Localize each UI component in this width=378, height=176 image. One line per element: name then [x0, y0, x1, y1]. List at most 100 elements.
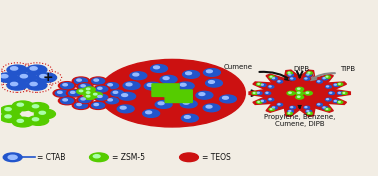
Circle shape [333, 100, 339, 103]
Circle shape [288, 74, 293, 76]
Circle shape [268, 86, 274, 88]
FancyBboxPatch shape [178, 96, 192, 102]
Circle shape [11, 82, 18, 86]
Circle shape [120, 80, 143, 91]
Circle shape [323, 107, 325, 108]
Circle shape [289, 74, 291, 75]
Circle shape [257, 101, 262, 103]
Circle shape [287, 72, 292, 74]
Circle shape [39, 111, 45, 114]
Polygon shape [304, 98, 333, 112]
Polygon shape [266, 74, 296, 89]
Circle shape [26, 65, 47, 74]
Circle shape [268, 98, 274, 101]
Polygon shape [314, 82, 347, 94]
Circle shape [17, 120, 23, 122]
FancyBboxPatch shape [165, 90, 179, 96]
Circle shape [269, 76, 274, 78]
Circle shape [84, 94, 95, 99]
Circle shape [260, 84, 266, 86]
Circle shape [180, 83, 186, 86]
Circle shape [325, 98, 331, 101]
Circle shape [146, 111, 152, 114]
Circle shape [306, 74, 311, 76]
Circle shape [98, 95, 102, 97]
Circle shape [12, 101, 33, 111]
Circle shape [322, 106, 328, 109]
Circle shape [174, 81, 197, 91]
Circle shape [77, 96, 93, 103]
Circle shape [289, 111, 291, 112]
Circle shape [296, 91, 304, 95]
Circle shape [289, 77, 296, 81]
Circle shape [28, 116, 49, 125]
Circle shape [0, 113, 21, 122]
Circle shape [93, 85, 110, 93]
Circle shape [119, 92, 136, 100]
Circle shape [40, 75, 47, 78]
Circle shape [7, 65, 27, 74]
Circle shape [278, 81, 280, 82]
Circle shape [316, 80, 324, 83]
Circle shape [26, 81, 47, 90]
Circle shape [55, 90, 68, 96]
Circle shape [92, 78, 105, 84]
Polygon shape [283, 70, 307, 85]
Circle shape [289, 106, 296, 109]
Circle shape [96, 86, 108, 92]
Polygon shape [293, 70, 316, 85]
Circle shape [7, 81, 27, 90]
Circle shape [84, 87, 95, 92]
Circle shape [338, 92, 340, 93]
Circle shape [181, 114, 198, 122]
Circle shape [127, 70, 150, 81]
FancyBboxPatch shape [152, 90, 166, 96]
Circle shape [79, 90, 83, 92]
Circle shape [329, 92, 335, 95]
Polygon shape [304, 74, 333, 89]
Circle shape [256, 92, 262, 95]
Circle shape [264, 92, 272, 95]
Circle shape [335, 84, 336, 85]
Circle shape [108, 84, 112, 86]
Circle shape [318, 104, 320, 105]
Circle shape [59, 82, 76, 90]
Circle shape [63, 84, 67, 86]
Circle shape [113, 91, 118, 93]
Circle shape [8, 155, 17, 159]
Circle shape [304, 78, 310, 80]
Circle shape [304, 91, 312, 95]
Circle shape [30, 82, 37, 86]
Circle shape [325, 76, 330, 78]
Circle shape [160, 89, 176, 97]
Circle shape [270, 76, 272, 77]
Circle shape [305, 110, 313, 113]
Circle shape [296, 87, 304, 91]
Circle shape [91, 92, 102, 98]
Circle shape [257, 92, 259, 93]
Circle shape [111, 90, 124, 96]
Circle shape [72, 77, 90, 85]
Circle shape [260, 100, 266, 103]
Circle shape [59, 97, 76, 105]
Circle shape [273, 78, 274, 79]
Circle shape [271, 77, 278, 80]
Circle shape [126, 83, 132, 86]
Circle shape [87, 92, 90, 93]
Circle shape [180, 69, 203, 80]
Circle shape [321, 106, 329, 110]
Circle shape [90, 101, 107, 109]
Circle shape [261, 100, 263, 101]
Circle shape [183, 101, 189, 104]
Circle shape [255, 92, 263, 95]
Circle shape [330, 92, 332, 93]
Circle shape [305, 107, 307, 108]
Circle shape [178, 113, 201, 123]
Circle shape [333, 84, 339, 86]
Circle shape [289, 92, 291, 93]
Circle shape [306, 110, 311, 113]
Circle shape [3, 153, 22, 162]
Circle shape [81, 98, 85, 100]
Text: TIPB: TIPB [340, 66, 355, 72]
Circle shape [180, 100, 197, 108]
